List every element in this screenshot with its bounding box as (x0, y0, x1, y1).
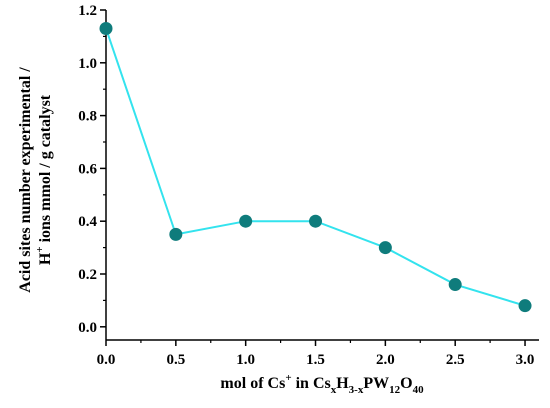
y-tick-label: 0.0 (78, 320, 97, 336)
x-tick-label: 1.0 (236, 352, 255, 368)
x-tick-label: 0.0 (97, 352, 116, 368)
y-tick-label: 0.6 (78, 161, 97, 177)
data-point (169, 227, 183, 241)
data-point (239, 214, 253, 228)
y-axis-title-line2: H+ ions mmol / g catalyst (34, 94, 54, 265)
y-tick-label: 0.8 (78, 109, 97, 125)
series-group (99, 21, 532, 313)
series-line (105, 28, 526, 307)
y-axis-title-line1: Acid sites number experimental / (17, 67, 34, 293)
y-tick-label: 0.4 (78, 214, 97, 230)
data-point (99, 21, 113, 35)
data-point (518, 299, 532, 313)
x-tick-label: 0.5 (166, 352, 185, 368)
data-point (448, 278, 462, 292)
x-tick-label: 3.0 (516, 352, 535, 368)
y-tick-label: 1.2 (78, 3, 97, 19)
y-tick-label: 1.0 (78, 56, 97, 72)
y-tick-label: 0.2 (78, 267, 97, 283)
x-tick-label: 2.5 (446, 352, 465, 368)
x-tick-label: 1.5 (306, 352, 325, 368)
axes: 0.0 0.5 1.0 1.5 2.0 2.5 3.0 0.0 0.2 0.4 0.6 0.8 1.0 1… (78, 3, 539, 368)
data-point (309, 214, 323, 228)
data-point (378, 241, 392, 255)
x-axis-title: mol of Cs+ in CsxH3-xPW12O40 (220, 372, 424, 396)
x-tick-label: 2.0 (376, 352, 395, 368)
